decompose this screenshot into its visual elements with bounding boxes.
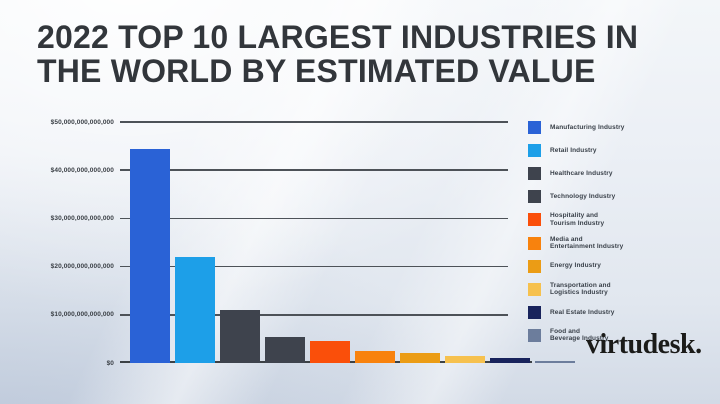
- legend-item-transportation-and-logistics-industry: Transportation and Logistics Industry: [528, 278, 703, 301]
- brand-logo: virtudesk.: [586, 330, 702, 360]
- gridline: [120, 265, 508, 268]
- legend-label: Real Estate Industry: [550, 308, 615, 316]
- legend-item-food-and-beverage-industry: Food and Beverage Industry: [528, 324, 703, 347]
- gridline: [120, 169, 508, 171]
- bar-real-estate-industry: [490, 358, 530, 363]
- legend-label: Healthcare Industry: [550, 169, 613, 177]
- legend-item-energy-industry: Energy Industry: [528, 255, 703, 278]
- legend-label: Media and Entertainment Industry: [550, 235, 624, 251]
- legend-swatch: [528, 213, 541, 227]
- legend-label: Hospitality and Tourism Industry: [550, 212, 605, 227]
- brand-logo-text: virtudesk: [586, 329, 696, 360]
- legend-label: Manufacturing Industry: [550, 123, 625, 131]
- legend-swatch: [528, 305, 541, 319]
- y-tick-label: $40,000,000,000,000: [50, 166, 114, 174]
- legend-swatch: [528, 259, 541, 273]
- legend-swatch: [528, 282, 541, 296]
- y-tick-label: $30,000,000,000,000: [50, 214, 114, 222]
- legend-swatch: [528, 236, 541, 250]
- legend-item-healthcare-industry: Healthcare Industry: [528, 162, 703, 185]
- bar-retail-industry: [175, 256, 215, 363]
- y-tick-label: $50,000,000,000,000: [50, 118, 114, 126]
- legend-swatch: [528, 144, 541, 158]
- bar-food-and-beverage-industry: [535, 360, 575, 363]
- legend-label: Transportation and Logistics Industry: [550, 281, 611, 297]
- gridline: [120, 217, 508, 220]
- legend-label: Energy Industry: [550, 262, 601, 270]
- bar-media-and-entertainment-industry: [355, 350, 395, 363]
- legend-label: Retail Industry: [550, 146, 597, 154]
- legend-label: Technology Industry: [550, 193, 616, 201]
- y-tick-label: $0: [106, 359, 114, 367]
- chart-legend: Manufacturing Industry Retail Industry Hea…: [528, 116, 703, 347]
- bar-transportation-and-logistics-industry: [445, 355, 485, 363]
- legend-swatch: [528, 190, 541, 204]
- page-title-line1: 2022 TOP 10 LARGEST INDUSTRIES IN: [37, 19, 639, 55]
- bar-manufacturing-industry: [130, 148, 170, 363]
- legend-item-media-and-entertainment-industry: Media and Entertainment Industry: [528, 231, 703, 254]
- page-title-line2: THE WORLD BY ESTIMATED VALUE: [37, 53, 596, 89]
- brand-logo-mark: .: [695, 329, 702, 360]
- legend-item-hospitality-and-tourism-industry: Hospitality and Tourism Industry: [528, 208, 703, 231]
- bar-energy-industry: [400, 353, 440, 363]
- bar-hospitality-and-tourism-industry: [310, 341, 350, 363]
- legend-label: Food and Beverage Industry: [550, 327, 609, 343]
- plot-area: [120, 121, 575, 363]
- legend-item-retail-industry: Retail Industry: [528, 139, 703, 162]
- gridline: [120, 314, 508, 316]
- bar-technology-industry: [265, 336, 305, 363]
- legend-item-real-estate-industry: Real Estate Industry: [528, 301, 703, 324]
- page-title: 2022 TOP 10 LARGEST INDUSTRIES IN THE WO…: [37, 20, 638, 88]
- legend-item-technology-industry: Technology Industry: [528, 185, 703, 208]
- legend-swatch: [528, 328, 541, 342]
- y-tick-label: $20,000,000,000,000: [50, 263, 114, 271]
- legend-swatch: [528, 167, 541, 181]
- bar-healthcare-industry: [220, 309, 260, 363]
- legend-item-manufacturing-industry: Manufacturing Industry: [528, 116, 703, 139]
- gridline: [120, 121, 508, 123]
- y-axis: $50,000,000,000,000 $40,000,000,000,000 $3…: [0, 118, 114, 367]
- legend-swatch: [528, 121, 541, 135]
- y-tick-label: $10,000,000,000,000: [50, 311, 114, 319]
